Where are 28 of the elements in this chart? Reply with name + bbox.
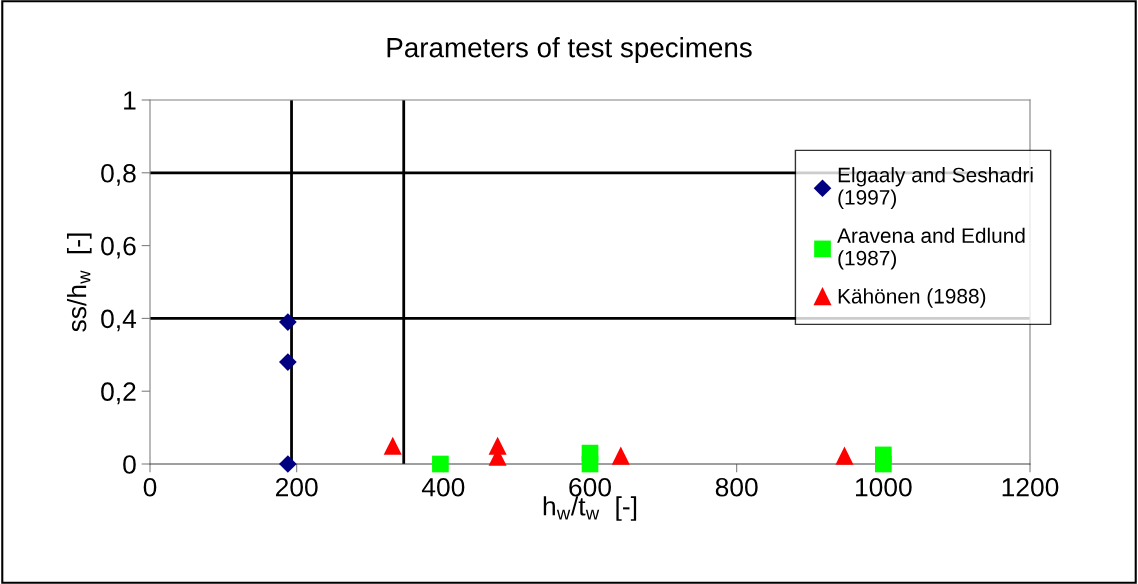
- point: [383, 436, 402, 455]
- x-tick-label: 800: [715, 477, 758, 497]
- x-tick-label: 1000: [856, 477, 912, 497]
- legend-label: Aravena and Edlund (1987): [837, 227, 1025, 270]
- point: [875, 446, 892, 464]
- y-tick-label: 0,4: [101, 309, 137, 332]
- x-tick-label: 0: [143, 477, 157, 497]
- y-tick-label: 0,2: [101, 382, 136, 405]
- x-tick-label: 1200: [1002, 477, 1059, 497]
- y-tick-label: 0,8: [101, 163, 136, 186]
- x-axis-title: h$_{w}$/t$_{w}$ [-]: [543, 496, 637, 521]
- x-tick-label: 600: [569, 477, 611, 497]
- chart-title: Parameters of test specimens: [387, 37, 752, 63]
- point: [835, 446, 854, 465]
- legend-label: Kähönen (1988): [838, 288, 986, 308]
- point: [279, 455, 297, 473]
- point: [279, 313, 297, 331]
- point: [611, 446, 630, 465]
- y-tick-label: 0,6: [101, 236, 136, 259]
- point: [581, 444, 599, 462]
- y-tick-label: 1: [124, 91, 136, 110]
- point: [279, 353, 297, 371]
- x-tick-label: 400: [421, 477, 465, 497]
- point: [432, 455, 449, 473]
- y-axis-title: ss/h$_{w}$ [-]: [66, 233, 92, 332]
- y-tick-label: 0: [123, 455, 136, 474]
- x-tick-label: 200: [275, 477, 318, 497]
- legend-label: Elgaaly and Seshadri (1997): [838, 167, 1033, 209]
